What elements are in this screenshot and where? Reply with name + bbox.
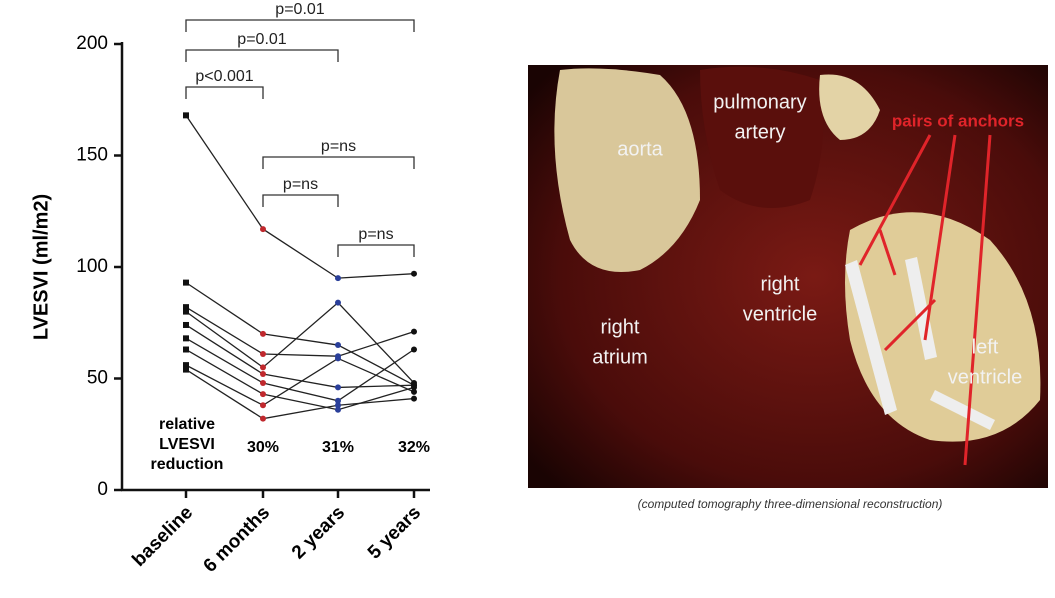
y-axis-label: LVESVI (ml/m2) [30,194,52,340]
data-point [335,397,341,404]
significance-bracket [185,86,264,99]
data-point [260,371,266,378]
data-point [411,388,417,395]
data-point [335,406,341,413]
significance-bracket [337,244,415,257]
data-point [411,384,417,391]
p-value: p=ns [358,226,393,243]
reduction-value: 31% [322,439,354,456]
anchor-shapes [845,257,995,430]
significance-bracket [185,49,339,62]
data-point [335,355,341,362]
y-tick-label: 150 [76,145,108,166]
callout-lines [858,134,992,466]
data-point [260,226,266,233]
significance-bracket [262,194,339,207]
data-point [183,366,189,373]
series-line [185,357,415,407]
anatomy-label: artery [734,121,785,143]
y-tick-label: 200 [76,33,108,54]
p-value: p=ns [321,138,356,155]
aorta-shape [554,68,700,272]
x-tick-label: baseline [128,502,197,571]
data-point [183,346,189,353]
reduction-label: relative [159,416,215,433]
data-point [335,342,341,349]
p-value: p=0.01 [275,1,324,18]
data-point [411,346,417,353]
series-line [185,301,415,384]
data-point [260,364,266,371]
data-point [260,350,266,357]
data-point [335,275,341,282]
data-point [183,308,189,315]
p-value: p=ns [283,176,318,193]
data-point [183,335,189,342]
data-point [411,328,417,335]
anatomy-label: pulmonary [713,91,806,113]
data-point [260,402,266,409]
data-point [260,330,266,337]
data-point [183,112,189,119]
data-point [335,299,341,306]
y-tick-label: 50 [87,368,108,389]
data-point [183,304,189,311]
p-value: p=0.01 [237,31,286,48]
data-point [260,415,266,422]
significance-bracket [185,19,415,32]
series-line [185,324,415,389]
valve-shape [819,74,880,140]
p-value: p<0.001 [195,68,253,85]
data-point [411,270,417,277]
x-tick-label: 6 months [200,502,275,577]
anatomy-label: aorta [617,138,663,160]
data-point [411,395,417,402]
reduction-label: LVESVI [159,436,215,453]
data-point [183,362,189,369]
series-line [185,348,415,411]
anatomy-label: right [601,316,640,338]
data-point [183,279,189,286]
data-point [260,391,266,398]
y-tick-label: 0 [97,479,108,500]
ct-image: pairs of anchors (computed tomography th… [528,65,1048,511]
anatomy-label: right [761,273,800,295]
reduction-value: 30% [247,439,279,456]
anatomy-label: left [972,336,999,358]
data-point [335,384,341,391]
anatomy-label: ventricle [948,366,1022,388]
anatomy-label: atrium [592,346,648,368]
series-line [185,306,415,357]
reduction-value: 32% [398,439,430,456]
series-line [185,369,415,420]
data-point [335,402,341,409]
significance-bracket [262,156,415,169]
artery-shape [700,66,824,209]
callout-label: pairs of anchors [892,111,1024,130]
data-point [260,379,266,386]
reduction-label: reduction [151,456,224,473]
series-line [185,114,415,279]
caption: (computed tomography three-dimensional r… [638,497,943,511]
y-tick-label: 100 [76,256,108,277]
x-tick-label: 5 years [364,502,425,563]
x-tick-label: 2 years [288,502,349,563]
series-line [185,282,415,386]
data-point [183,321,189,328]
anatomy-label: ventricle [743,303,817,325]
